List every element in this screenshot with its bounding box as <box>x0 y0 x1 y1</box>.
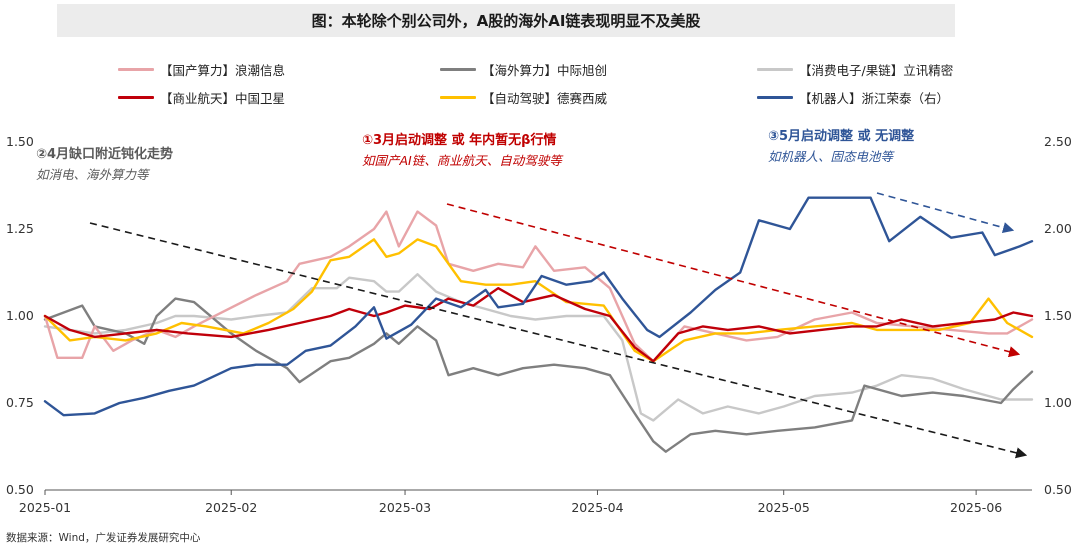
annotation-march-adjust-title: ①3月启动调整 或 年内暂无β行情 <box>362 133 557 148</box>
y-left-tick-label: 0.50 <box>6 482 34 497</box>
legend-item-luxshare: 【消费电子/果链】立讯精密 <box>757 60 953 79</box>
series-lines <box>43 196 1034 453</box>
legend-item-desay: 【自动驾驶】德赛西威 <box>440 88 607 107</box>
legend-swatch-desay <box>440 96 476 99</box>
annotation-april-gap-title: ②4月缺口附近钝化走势 <box>36 147 174 162</box>
legend-label-luxshare: 【消费电子/果链】立讯精密 <box>799 63 954 78</box>
legend-label-robot: 【机器人】浙江荣泰（右） <box>799 91 950 106</box>
y-right-tick-label: 2.00 <box>1044 221 1072 236</box>
annotation-march-adjust-sub: 如国产AI链、商业航天、自动驾驶等 <box>362 153 562 168</box>
legend-swatch-chinasat <box>118 96 154 99</box>
annotation-april-gap: ②4月缺口附近钝化走势 如消电、海外算力等 <box>36 143 173 183</box>
axes: 0.50 0.75 1.00 1.25 1.50 0.50 1.00 1.50 2.00 2.50… <box>6 134 1072 515</box>
trend-arrows <box>89 192 1028 459</box>
x-tick-label: 2025-06 <box>950 500 1002 515</box>
legend-label-chinasat: 【商业航天】中国卫星 <box>160 91 286 106</box>
legend-swatch-robot <box>757 96 793 99</box>
series-line-luxshare <box>43 273 1034 422</box>
x-tick-label: 2025-02 <box>205 500 257 515</box>
y-right-tick-label: 1.50 <box>1044 308 1072 323</box>
trend-arrow-red <box>446 203 1021 358</box>
series-line-robot <box>43 196 1034 417</box>
chart-title: 图：本轮除个别公司外，A股的海外AI链表现明显不及美股 <box>311 12 701 30</box>
legend-item-chinasat: 【商业航天】中国卫星 <box>118 88 285 107</box>
legend-item-zhongji: 【海外算力】中际旭创 <box>440 60 607 79</box>
chart-title-bar: 图：本轮除个别公司外，A股的海外AI链表现明显不及美股 <box>57 4 955 37</box>
y-left-tick-label: 1.25 <box>6 221 34 236</box>
legend-label-inspur: 【国产算力】浪潮信息 <box>160 63 286 78</box>
trend-arrow-black <box>89 222 1028 459</box>
annotation-may-adjust: ③5月启动调整 或 无调整 如机器人、固态电池等 <box>768 125 914 165</box>
legend-item-inspur: 【国产算力】浪潮信息 <box>118 60 285 79</box>
source-note: 数据来源：Wind，广发证券发展研究中心 <box>6 532 201 544</box>
annotation-may-adjust-sub: 如机器人、固态电池等 <box>768 149 894 164</box>
y-right-tick-label: 2.50 <box>1044 134 1072 149</box>
annotation-march-adjust: ①3月启动调整 或 年内暂无β行情 如国产AI链、商业航天、自动驾驶等 <box>362 129 562 169</box>
y-left-tick-label: 1.50 <box>6 134 34 149</box>
legend-label-zhongji: 【海外算力】中际旭创 <box>482 63 608 78</box>
series-line-desay <box>43 238 1034 363</box>
annotation-may-adjust-title: ③5月启动调整 或 无调整 <box>768 129 915 144</box>
x-tick-label: 2025-03 <box>379 500 431 515</box>
y-right-tick-label: 1.00 <box>1044 395 1072 410</box>
y-left-tick-label: 0.75 <box>6 395 34 410</box>
y-left-tick-label: 1.00 <box>6 308 34 323</box>
legend-item-robot: 【机器人】浙江荣泰（右） <box>757 88 949 107</box>
x-tick-label: 2025-01 <box>19 500 71 515</box>
series-line-chinasat <box>43 287 1034 363</box>
x-tick-label: 2025-04 <box>571 500 623 515</box>
annotation-april-gap-sub: 如消电、海外算力等 <box>36 167 149 182</box>
trend-arrow-blue <box>876 192 1015 234</box>
x-tick-label: 2025-05 <box>758 500 810 515</box>
legend-label-desay: 【自动驾驶】德赛西威 <box>482 91 608 106</box>
legend-swatch-luxshare <box>757 68 793 71</box>
legend-swatch-inspur <box>118 68 154 71</box>
series-line-inspur <box>43 210 1034 363</box>
y-right-tick-label: 0.50 <box>1044 482 1072 497</box>
legend-swatch-zhongji <box>440 68 476 71</box>
series-line-zhongji <box>43 297 1034 453</box>
